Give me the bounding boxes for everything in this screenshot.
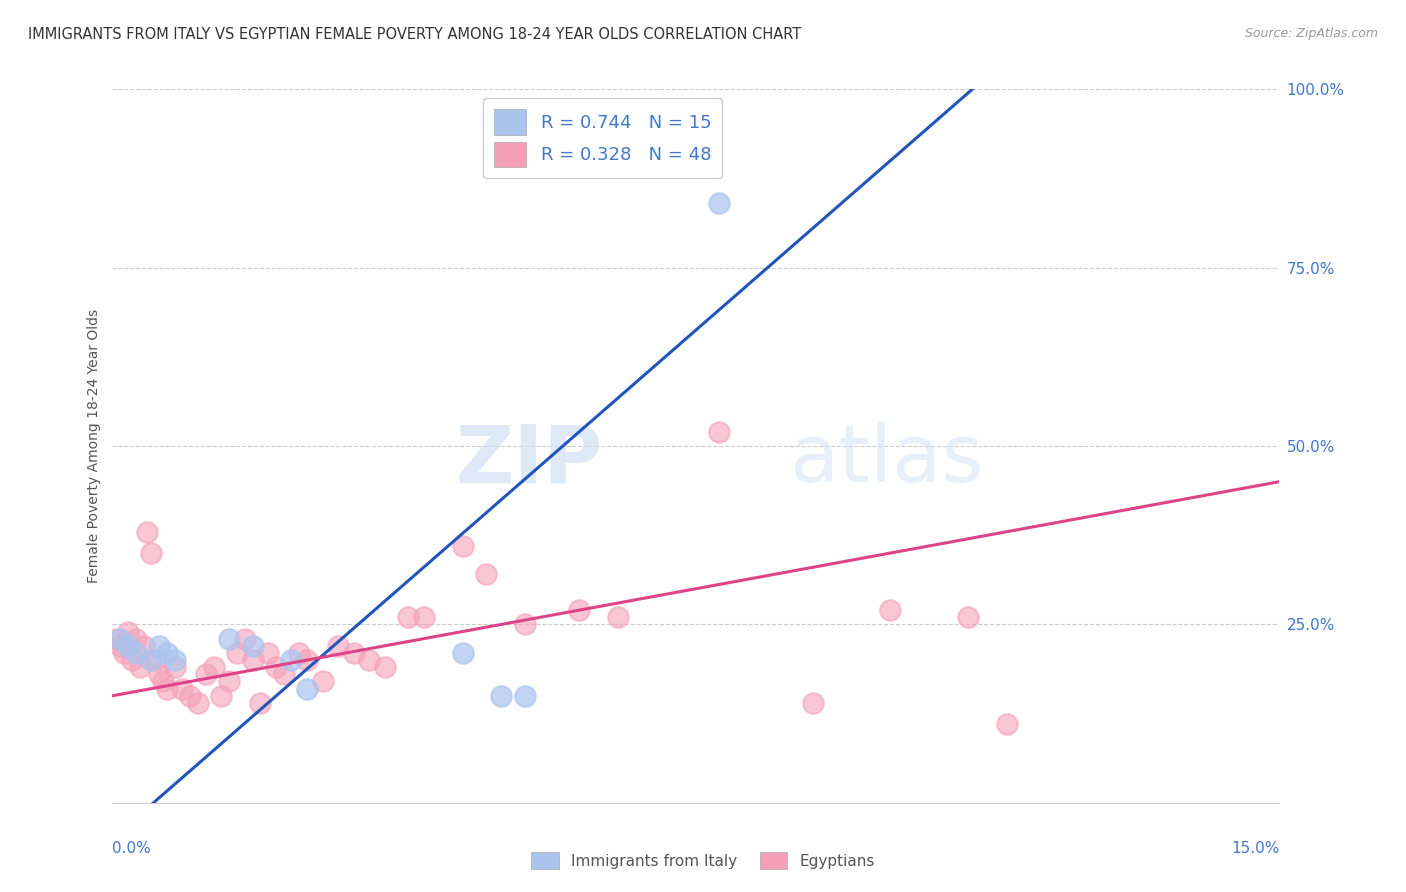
- Point: [709, 425, 731, 439]
- Point: [475, 567, 498, 582]
- Point: [273, 667, 295, 681]
- Point: [568, 603, 591, 617]
- Point: [163, 653, 186, 667]
- Text: ZIP: ZIP: [456, 421, 603, 500]
- Point: [152, 674, 174, 689]
- Point: [264, 660, 287, 674]
- Legend: R = 0.744   N = 15, R = 0.328   N = 48: R = 0.744 N = 15, R = 0.328 N = 48: [484, 98, 723, 178]
- Point: [218, 674, 240, 689]
- Point: [112, 646, 135, 660]
- Point: [491, 689, 513, 703]
- Point: [132, 639, 155, 653]
- Point: [110, 632, 132, 646]
- Point: [218, 632, 240, 646]
- Point: [801, 696, 824, 710]
- Point: [194, 667, 217, 681]
- Point: [121, 653, 143, 667]
- Point: [110, 639, 132, 653]
- Point: [125, 646, 148, 660]
- Point: [148, 667, 170, 681]
- Point: [242, 653, 264, 667]
- Point: [359, 653, 381, 667]
- Point: [513, 617, 536, 632]
- Point: [709, 196, 731, 211]
- Legend: Immigrants from Italy, Egyptians: Immigrants from Italy, Egyptians: [524, 846, 882, 875]
- Text: atlas: atlas: [789, 421, 984, 500]
- Point: [233, 632, 256, 646]
- Point: [172, 681, 194, 696]
- Point: [226, 646, 249, 660]
- Point: [879, 603, 901, 617]
- Point: [513, 689, 536, 703]
- Point: [451, 539, 474, 553]
- Text: Source: ZipAtlas.com: Source: ZipAtlas.com: [1244, 27, 1378, 40]
- Point: [957, 610, 980, 624]
- Point: [117, 624, 139, 639]
- Point: [412, 610, 434, 624]
- Point: [995, 717, 1018, 731]
- Point: [257, 646, 280, 660]
- Point: [179, 689, 201, 703]
- Point: [163, 660, 186, 674]
- Point: [117, 639, 139, 653]
- Point: [280, 653, 302, 667]
- Point: [125, 632, 148, 646]
- Point: [311, 674, 333, 689]
- Point: [128, 660, 150, 674]
- Point: [156, 646, 179, 660]
- Point: [141, 653, 163, 667]
- Point: [141, 546, 163, 560]
- Point: [249, 696, 271, 710]
- Y-axis label: Female Poverty Among 18-24 Year Olds: Female Poverty Among 18-24 Year Olds: [87, 309, 101, 583]
- Point: [209, 689, 232, 703]
- Point: [396, 610, 419, 624]
- Point: [295, 681, 318, 696]
- Point: [105, 632, 128, 646]
- Point: [242, 639, 264, 653]
- Point: [451, 646, 474, 660]
- Point: [326, 639, 349, 653]
- Text: IMMIGRANTS FROM ITALY VS EGYPTIAN FEMALE POVERTY AMONG 18-24 YEAR OLDS CORRELATI: IMMIGRANTS FROM ITALY VS EGYPTIAN FEMALE…: [28, 27, 801, 42]
- Point: [148, 639, 170, 653]
- Point: [202, 660, 225, 674]
- Point: [607, 610, 630, 624]
- Point: [143, 653, 166, 667]
- Point: [343, 646, 366, 660]
- Text: 0.0%: 0.0%: [112, 841, 152, 856]
- Point: [156, 681, 179, 696]
- Point: [187, 696, 209, 710]
- Point: [295, 653, 318, 667]
- Point: [136, 524, 159, 539]
- Point: [374, 660, 396, 674]
- Point: [288, 646, 311, 660]
- Text: 15.0%: 15.0%: [1232, 841, 1279, 856]
